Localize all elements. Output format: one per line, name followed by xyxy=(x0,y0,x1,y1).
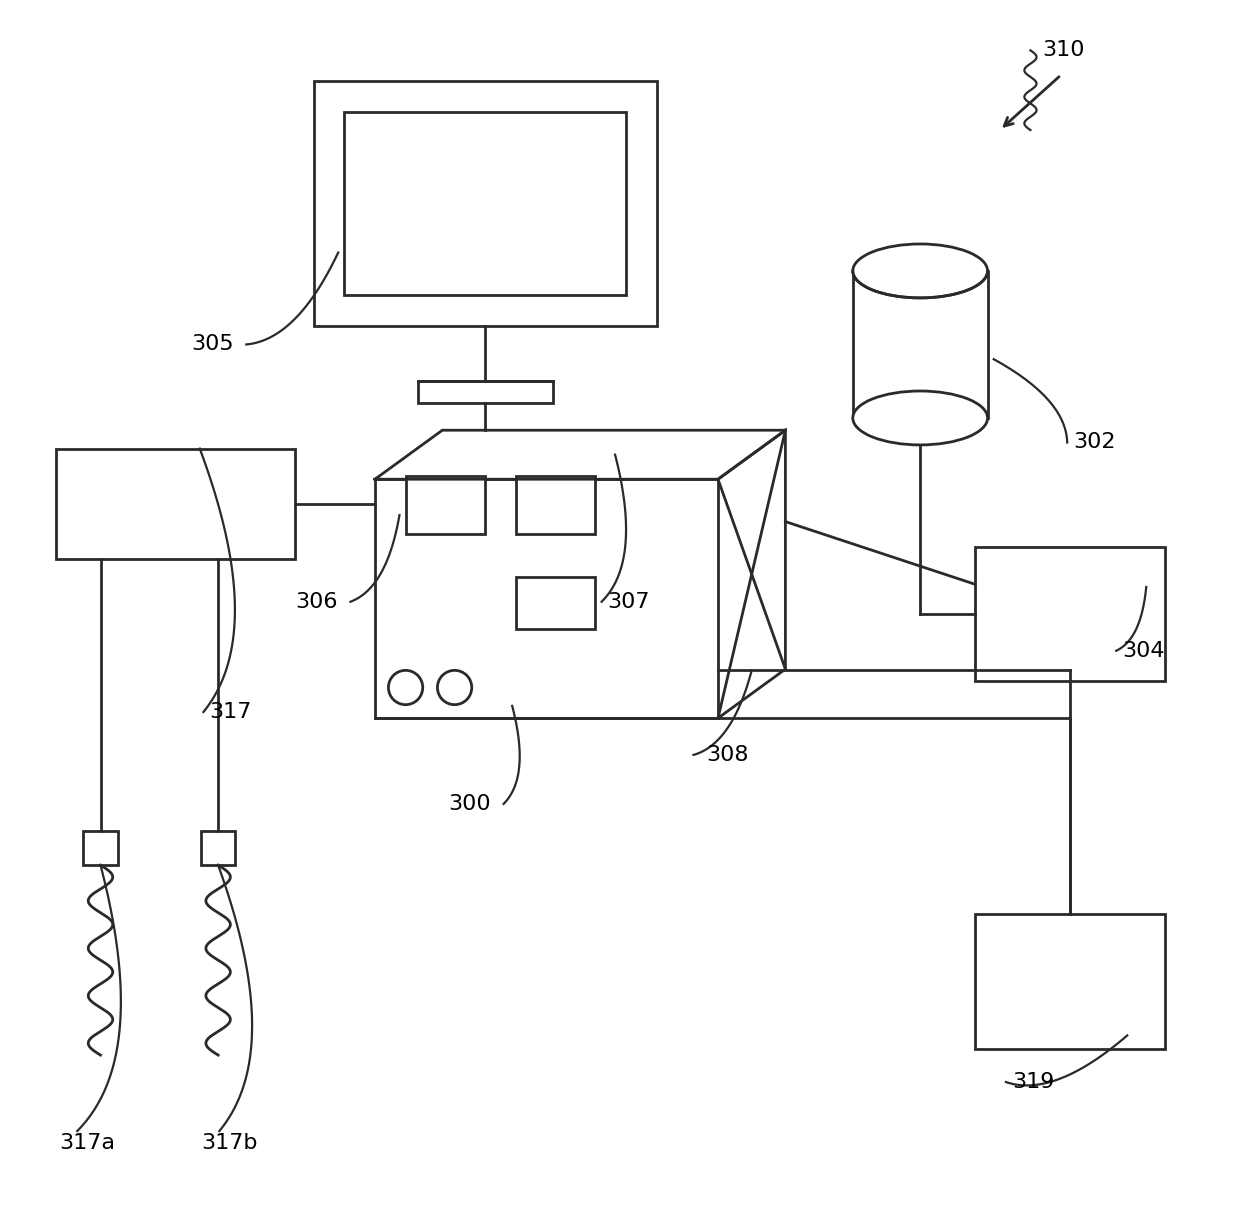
Bar xyxy=(374,479,718,718)
Bar xyxy=(201,831,236,866)
Bar xyxy=(516,475,595,534)
Bar xyxy=(418,381,553,403)
Bar xyxy=(976,914,1166,1049)
Bar xyxy=(83,831,118,866)
Text: 317: 317 xyxy=(210,702,252,722)
Ellipse shape xyxy=(853,391,987,445)
Ellipse shape xyxy=(853,244,987,298)
Text: 317b: 317b xyxy=(201,1133,258,1153)
Text: 319: 319 xyxy=(1012,1072,1054,1092)
Bar xyxy=(976,546,1166,682)
Bar xyxy=(345,112,626,296)
Text: 305: 305 xyxy=(191,334,234,355)
Text: 300: 300 xyxy=(449,795,491,814)
Text: 306: 306 xyxy=(295,592,339,612)
Text: 302: 302 xyxy=(1074,432,1116,452)
Text: 304: 304 xyxy=(1122,641,1164,661)
Text: 308: 308 xyxy=(706,745,748,765)
Bar xyxy=(516,577,595,629)
Bar xyxy=(405,475,485,534)
Bar xyxy=(314,81,657,327)
Text: 317a: 317a xyxy=(58,1133,115,1153)
Text: 310: 310 xyxy=(1043,41,1085,60)
Bar xyxy=(56,448,295,559)
Text: 307: 307 xyxy=(608,592,650,612)
